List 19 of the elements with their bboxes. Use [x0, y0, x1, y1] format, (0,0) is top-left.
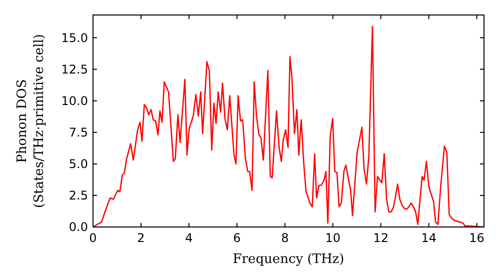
y-tick-label: 5.0: [68, 157, 88, 172]
x-tick-label: 2: [137, 231, 145, 245]
x-tick-label: 10: [325, 231, 341, 245]
x-tick-label: 6: [233, 231, 241, 245]
x-tick-label: 12: [373, 231, 388, 245]
y-tick-label: 2.5: [68, 188, 88, 203]
line-series: [92, 26, 485, 228]
x-tick-label: 0: [89, 231, 97, 245]
x-tick-label: 4: [185, 231, 193, 245]
y-axis-title: Phonon DOS (States/THz·primitive cell): [15, 34, 47, 208]
x-tick-label: 16: [469, 231, 484, 245]
y-tick-label: 15.0: [61, 30, 88, 45]
y-tick-label: 0.0: [68, 220, 88, 234]
y-tick-label: 7.5: [68, 126, 88, 140]
x-tick-label: 14: [421, 231, 436, 245]
x-axis-title: Frequency (THz): [232, 252, 344, 267]
y-tick-label: 12.5: [61, 62, 88, 76]
x-tick-label: 8: [281, 231, 289, 245]
y-tick-label: 10.0: [61, 94, 88, 108]
